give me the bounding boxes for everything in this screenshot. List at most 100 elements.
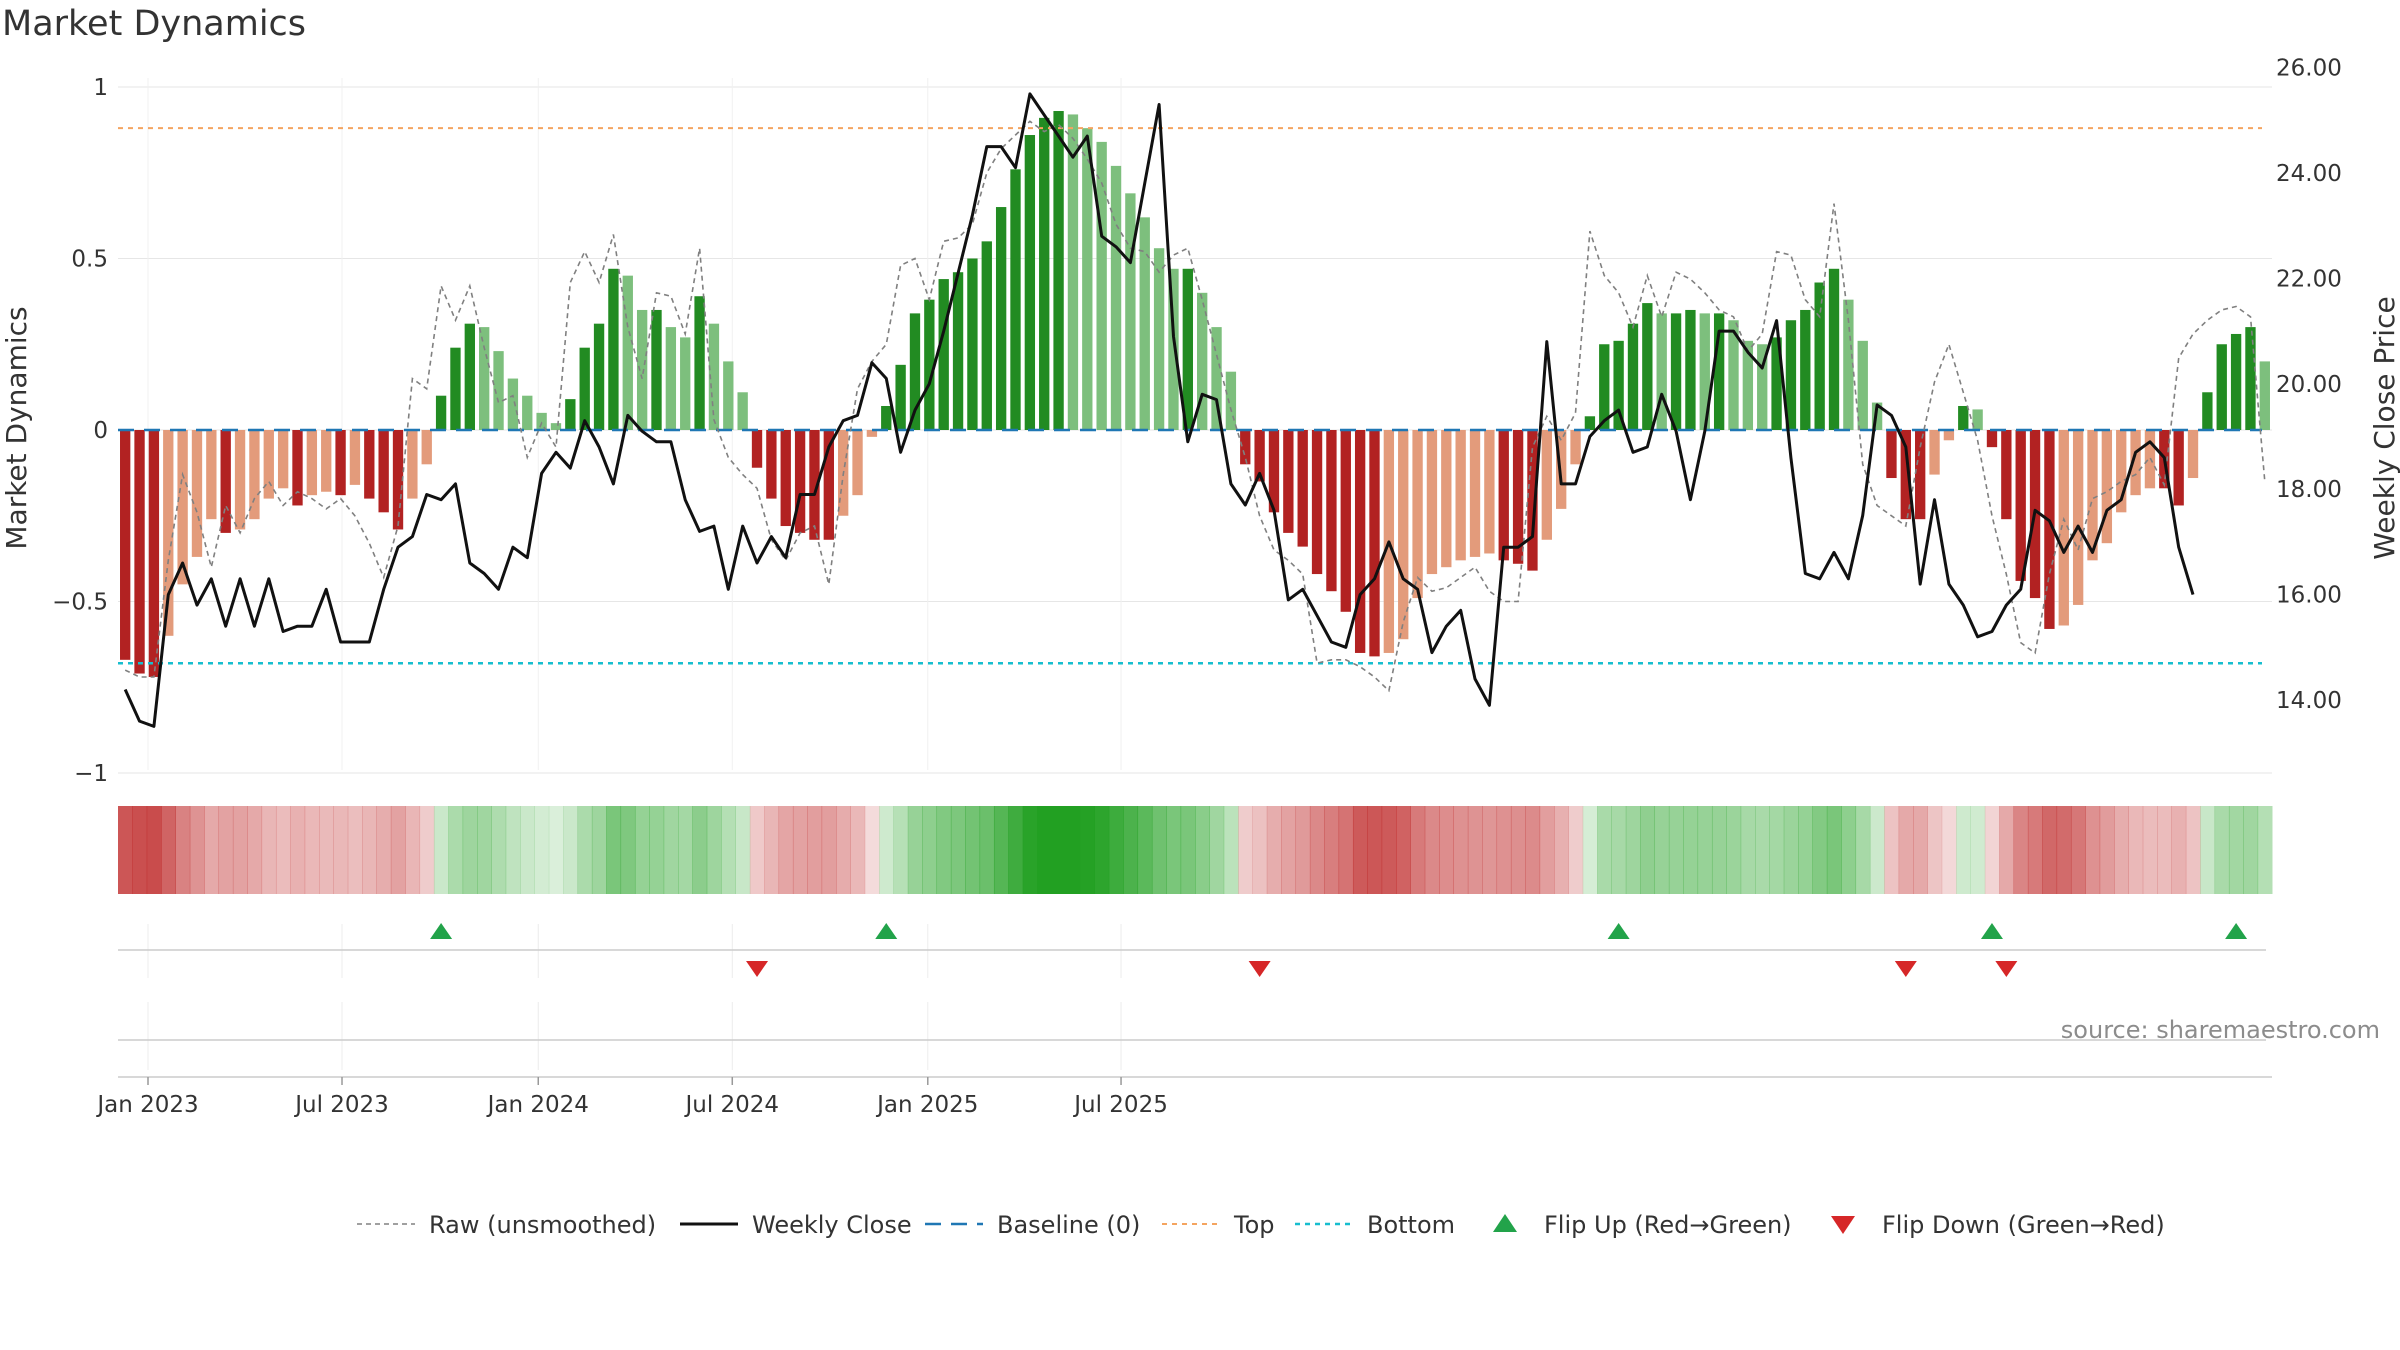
regime-cell	[749, 806, 765, 894]
y2-tick-label: 14.00	[2276, 688, 2342, 714]
regime-cell	[419, 806, 435, 894]
flip-panel: source: sharemaestro.com	[118, 923, 2380, 1044]
market-bar	[306, 430, 318, 496]
line-series	[123, 92, 2266, 728]
raw-line	[124, 120, 2266, 693]
market-bar	[1369, 430, 1380, 657]
regime-cell	[1151, 806, 1167, 894]
market-bar	[1570, 430, 1581, 465]
market-bar	[1297, 430, 1308, 547]
regime-cell	[2027, 806, 2043, 894]
market-bar	[1699, 313, 1710, 430]
regime-cell	[405, 806, 421, 894]
regime-cell	[1869, 806, 1885, 894]
market-bar	[1857, 340, 1868, 430]
regime-cell	[1381, 806, 1397, 894]
market-bar	[1426, 430, 1438, 575]
y2-tick-label: 20.00	[2276, 372, 2342, 398]
regime-cell	[1668, 806, 1684, 894]
market-bar	[435, 395, 447, 430]
regime-cell	[247, 806, 263, 894]
market-bar	[1886, 430, 1897, 479]
market-bar	[1039, 117, 1050, 431]
market-bar	[277, 430, 289, 489]
y-tick-label: 0	[93, 418, 108, 444]
regime-cell	[462, 806, 478, 894]
regime-cell	[362, 806, 377, 894]
market-bar	[1024, 135, 1036, 430]
market-bar	[608, 268, 619, 430]
regime-cell	[2228, 806, 2244, 894]
regime-cell	[1999, 806, 2015, 894]
regime-cell	[1640, 806, 1656, 894]
regime-cell	[663, 806, 679, 894]
market-bar	[1843, 299, 1854, 430]
market-bar	[780, 430, 791, 527]
market-bar	[1685, 309, 1696, 430]
regime-cell	[678, 806, 693, 894]
y-tick-label: 0.5	[71, 247, 108, 273]
regime-cell	[118, 806, 133, 894]
regime-cell	[1123, 806, 1139, 894]
regime-cell	[1439, 806, 1454, 894]
regime-cell	[1037, 806, 1052, 894]
regime-cell	[836, 806, 851, 894]
regime-cell	[1309, 806, 1325, 894]
y-tick-label: 1	[93, 75, 108, 101]
regime-cell	[850, 806, 866, 894]
market-bar	[1125, 193, 1136, 430]
market-bar	[981, 241, 992, 430]
market-bar	[852, 430, 863, 496]
regime-cell	[1554, 806, 1569, 894]
regime-cell	[146, 806, 162, 894]
regime-cell	[1898, 806, 1914, 894]
regime-cell	[2056, 806, 2072, 894]
market-bar	[1311, 430, 1323, 575]
market-bar	[2058, 430, 2069, 626]
market-bar	[1958, 405, 1969, 430]
market-bar	[1527, 430, 1538, 571]
market-bar	[1642, 303, 1653, 430]
regime-cell	[1582, 806, 1598, 894]
market-bar	[952, 272, 964, 430]
regime-cell	[1913, 806, 1928, 894]
regime-cell	[2099, 806, 2115, 894]
regime-cell	[161, 806, 176, 894]
market-bar	[1240, 430, 1251, 465]
market-bar	[1412, 430, 1423, 599]
regime-cell	[1711, 806, 1727, 894]
market-bar	[694, 296, 705, 430]
x-tick-label: Jan 2025	[875, 1092, 978, 1118]
regime-cell	[1625, 806, 1641, 894]
regime-cell	[979, 806, 995, 894]
market-bar	[1254, 430, 1265, 482]
market-bar	[1340, 430, 1351, 612]
chart-title: Market Dynamics	[2, 4, 307, 44]
market-bar	[1153, 248, 1165, 430]
regime-cell	[448, 806, 464, 894]
market-bar	[1398, 430, 1409, 640]
regime-cell	[534, 806, 550, 894]
regime-cell	[1008, 806, 1024, 894]
market-bar	[809, 430, 820, 540]
regime-cell	[1525, 806, 1541, 894]
market-bar	[1168, 268, 1179, 430]
regime-cell	[1252, 806, 1268, 894]
flip-up-marker	[875, 923, 898, 939]
market-bar	[1096, 141, 1107, 430]
market-bar	[1182, 268, 1193, 430]
market-bar	[1283, 430, 1294, 533]
market-bar	[651, 309, 662, 430]
market-bar	[1900, 430, 1911, 520]
market-bar	[249, 430, 260, 520]
regime-cell	[922, 806, 938, 894]
market-bar	[1067, 114, 1079, 430]
market-bar	[1354, 430, 1366, 653]
regime-cell	[2257, 806, 2273, 894]
regime-cell	[1238, 806, 1253, 894]
regime-cell	[304, 806, 320, 894]
market-bar	[536, 412, 547, 430]
market-bar	[579, 347, 590, 430]
market-bar	[464, 323, 475, 430]
regime-cell	[376, 806, 392, 894]
